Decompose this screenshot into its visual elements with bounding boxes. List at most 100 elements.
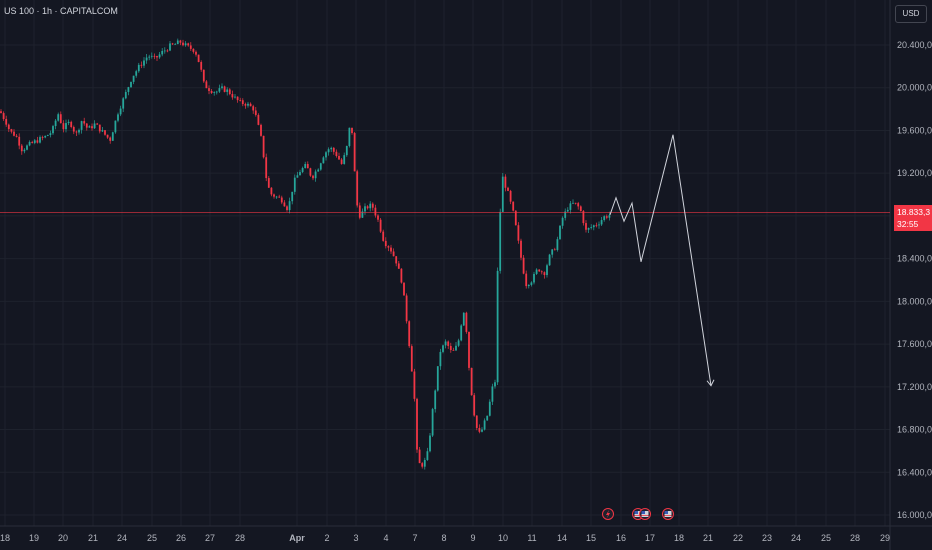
candle-body: [566, 209, 569, 212]
y-tick-label: 19.600,0: [897, 125, 932, 135]
projection-line[interactable]: [609, 134, 712, 386]
candle-body: [150, 55, 153, 57]
candle-body: [44, 135, 47, 138]
candle-body: [153, 55, 156, 57]
x-tick-label: 25: [147, 533, 157, 543]
candle-body: [527, 284, 530, 287]
x-tick-label: Apr: [289, 533, 305, 543]
candle-body: [176, 40, 179, 45]
candle-body: [392, 251, 395, 257]
y-tick-label: 20.000,0: [897, 83, 932, 93]
candle-body: [54, 120, 57, 127]
event-markers[interactable]: [602, 508, 674, 520]
candle-body: [384, 240, 387, 247]
candle-body: [340, 159, 343, 164]
candle-body: [520, 240, 522, 258]
candle-body: [553, 249, 556, 251]
candle-body: [512, 201, 515, 211]
candle-body: [124, 91, 127, 99]
candle-body: [330, 147, 333, 150]
us-flag-event-icon[interactable]: [662, 508, 674, 520]
candle-body: [114, 120, 117, 133]
candle-body: [366, 206, 369, 209]
y-tick-label: 18.000,0: [897, 296, 932, 306]
candle-body: [371, 203, 374, 208]
candle-body: [187, 43, 190, 46]
candle-body: [353, 133, 356, 172]
candle-body: [361, 211, 364, 218]
us-flag-event-icon[interactable]: [639, 508, 651, 520]
candle-body: [241, 100, 244, 105]
x-tick-label: 21: [703, 533, 713, 543]
projection-drawing[interactable]: [609, 134, 715, 387]
candle-body: [598, 224, 600, 226]
candle-body: [88, 126, 91, 128]
candle-body: [358, 205, 361, 218]
candle-body: [10, 129, 13, 132]
candle-body: [228, 89, 231, 95]
candle-body: [496, 270, 499, 383]
candle-body: [325, 152, 327, 158]
candle-body: [540, 271, 543, 273]
candle-body: [465, 312, 468, 332]
candle-body: [70, 121, 73, 128]
candle-body: [52, 126, 54, 134]
currency-button[interactable]: USD: [895, 5, 927, 23]
candle-body: [556, 239, 559, 251]
candle-body: [189, 45, 192, 49]
candle-body: [356, 171, 359, 206]
candle-body: [429, 435, 431, 452]
candle-body: [377, 215, 379, 220]
price-axis-labels[interactable]: 16.000,0 16.400,0 16.800,0 17.200,0 17.600,0…: [897, 40, 932, 520]
candle-body: [252, 106, 255, 111]
candle-body: [603, 216, 606, 221]
candle-body: [488, 401, 491, 416]
y-tick-label: 16.400,0: [897, 467, 932, 477]
candle-body: [192, 48, 195, 52]
x-tick-label: 25: [821, 533, 831, 543]
candle-body: [169, 43, 171, 51]
candle-body: [249, 103, 252, 107]
candle-body: [499, 211, 502, 271]
candle-body: [75, 131, 78, 133]
candle-body: [67, 121, 70, 124]
candle-body: [254, 110, 257, 115]
candle-body: [7, 124, 10, 130]
candle-body: [449, 345, 452, 351]
candle-body: [291, 191, 294, 202]
x-tick-label: 4: [383, 533, 388, 543]
candle-body: [600, 220, 603, 225]
candle-body: [127, 87, 130, 92]
candle-body: [579, 206, 582, 212]
candle-body: [574, 202, 577, 204]
candle-body: [335, 151, 338, 156]
candle-body: [585, 223, 587, 230]
candle-body: [548, 254, 551, 266]
candle-body: [78, 129, 80, 133]
candle-body: [210, 90, 213, 93]
candle-body: [468, 331, 470, 368]
candle-body: [106, 134, 109, 138]
candle-body: [280, 197, 283, 203]
candle-body: [36, 140, 39, 143]
candle-body: [119, 108, 122, 115]
projection-arrowhead: [706, 379, 715, 387]
x-tick-label: 20: [58, 533, 68, 543]
candle-body: [215, 91, 218, 93]
candle-body: [522, 257, 525, 274]
candle-body: [145, 57, 148, 61]
x-tick-label: 24: [791, 533, 801, 543]
candle-body: [5, 119, 8, 125]
lightning-event-icon[interactable]: [602, 508, 614, 520]
candle-body: [306, 164, 309, 169]
candle-body: [533, 273, 535, 283]
y-tick-label: 17.600,0: [897, 339, 932, 349]
candle-body: [431, 409, 434, 436]
time-axis-labels[interactable]: 18 19 20 21 24 25 26 27 28 Apr 2 3 4 7 8 9 10 11 14 15 16 17 1…: [0, 533, 890, 543]
candle-body: [296, 175, 299, 178]
candle-body: [551, 249, 554, 255]
symbol-title[interactable]: US 100 · 1h · CAPITALCOM: [4, 6, 118, 16]
candle-body: [205, 81, 208, 89]
